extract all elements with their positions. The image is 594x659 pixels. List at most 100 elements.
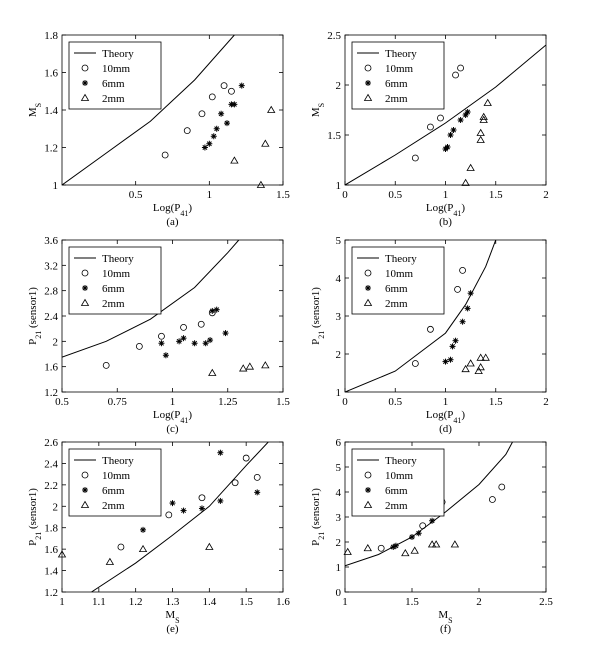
y-tick-label: 1 (53, 180, 59, 192)
legend-marker (82, 80, 88, 86)
legend-marker (364, 64, 372, 72)
point (135, 342, 143, 350)
point (242, 454, 250, 462)
y-tick-label: 1.6 (44, 544, 58, 556)
star-stroke (465, 305, 471, 311)
axis-label-part: Log(P (426, 202, 454, 214)
point (198, 505, 205, 512)
x-tick-label: 2 (476, 596, 482, 608)
legend-label: 6mm (102, 485, 125, 497)
legend-marker (364, 471, 372, 479)
axis-label-part: M (165, 609, 175, 621)
point (444, 144, 451, 150)
x-tick-label: 1.3 (166, 596, 180, 608)
point (467, 290, 474, 297)
x-tick-label: 1 (342, 596, 348, 608)
point (217, 449, 224, 456)
legend-marker (81, 64, 89, 72)
legend-marker (365, 80, 371, 86)
point (454, 285, 461, 293)
star-stroke (218, 111, 224, 117)
point (431, 540, 441, 548)
axis-label-part: M (310, 107, 322, 117)
legend-marker (364, 269, 372, 277)
legend-marker (365, 487, 371, 493)
axis-label-part: ) (461, 202, 465, 214)
legend-marker (365, 285, 371, 291)
axis-label: Log(P41) (426, 409, 466, 425)
star-stroke (158, 340, 164, 346)
y-tick-label: 4 (336, 273, 342, 285)
y-tick-label: 1.5 (327, 130, 341, 142)
theory-line (91, 442, 269, 592)
axis-label-part: 41 (453, 416, 461, 425)
point (411, 360, 419, 367)
plot-frame (344, 239, 547, 393)
point (377, 544, 385, 552)
legend-label: 2mm (385, 298, 408, 310)
y-tick-label: 4 (336, 487, 342, 499)
star-stroke (450, 343, 456, 349)
theory-line (345, 44, 546, 185)
point (138, 544, 148, 553)
legend-marker (363, 298, 373, 306)
point (218, 110, 225, 117)
x-tick-label: 1.5 (276, 189, 290, 201)
point (162, 352, 169, 359)
point (427, 325, 434, 333)
y-tick-label: 2.4 (44, 311, 58, 323)
star-stroke (82, 285, 88, 291)
legend-label: Theory (385, 48, 417, 60)
x-tick-label: 0.5 (55, 396, 69, 408)
y-tick-label: 1.6 (44, 68, 58, 80)
point (476, 128, 485, 136)
y-tick-label: 1.8 (44, 30, 58, 42)
plot-frame (61, 34, 284, 186)
caption: (d) (439, 423, 452, 435)
legend-label: 6mm (385, 283, 408, 295)
x-tick-label: 2 (543, 396, 549, 408)
x-tick-label: 1.25 (218, 396, 238, 408)
point (437, 114, 444, 122)
y-tick-label: 3 (336, 512, 342, 524)
y-tick-label: 1.6 (44, 362, 58, 374)
x-tick-label: 1.5 (489, 396, 503, 408)
y-tick-label: 3.2 (44, 260, 58, 272)
star-stroke (409, 534, 415, 540)
point (452, 337, 459, 344)
subplot: 0 0.5 1 1.5 2 1 1.5 2 2.5 Theory 10mm 6mm 2mm Log(P41… (310, 30, 549, 228)
axis-label: MS (165, 609, 179, 625)
y-tick-label: 5 (336, 235, 342, 247)
subplot: 0.5 1 1.5 1 1.2 1.4 1.6 1.8 Theory 10mm 6mm 2mm Log(… (27, 30, 290, 228)
axis-label-part: 21 (317, 532, 326, 540)
star-stroke (207, 337, 213, 343)
legend-label: 2mm (102, 93, 125, 105)
subplot: 0.5 0.75 1 1.25 1.5 1.2 1.6 2 2.4 2.8 3.2 3.6 Theory… (27, 235, 290, 435)
legend-marker (363, 93, 373, 101)
x-tick-label: 1.6 (276, 596, 290, 608)
axis-label-part: (sensor1) (310, 287, 322, 331)
axis-label-part: P (27, 540, 39, 546)
point (180, 335, 187, 342)
point (427, 123, 434, 131)
x-tick-label: 1 (59, 596, 65, 608)
star-stroke (448, 357, 453, 363)
star-stroke (445, 144, 450, 150)
legend-label: Theory (102, 455, 134, 467)
x-tick-label: 1.1 (92, 596, 106, 608)
axis-label: Log(P41) (153, 409, 193, 425)
axis-label-part: ) (188, 409, 192, 421)
plot-frame (61, 441, 284, 593)
axis-label: MS (310, 103, 326, 117)
axis-label: MS (438, 609, 452, 625)
subplot: 0 0.5 1 1.5 212345Theory10mm6mm2mmLog(P41)P2… (310, 235, 549, 435)
star-stroke (181, 335, 187, 341)
point (343, 547, 352, 555)
x-tick-label: 1 (443, 189, 449, 201)
legend-label: 10mm (102, 268, 131, 280)
star-stroke (463, 112, 469, 118)
point (410, 546, 419, 554)
y-tick-label: 1.8 (44, 523, 58, 535)
axis-label: Log(P41) (426, 202, 466, 218)
